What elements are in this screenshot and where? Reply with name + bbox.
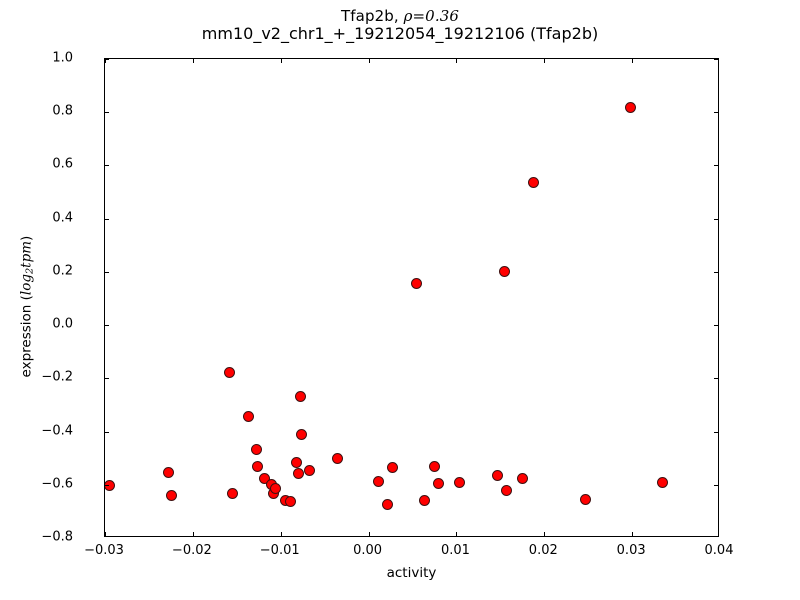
y-axis-tick xyxy=(105,484,109,486)
x-tick-label: 0.04 xyxy=(704,543,734,558)
y-axis-title-sub: 2 xyxy=(24,267,36,274)
y-axis-tick-right xyxy=(714,271,718,273)
x-axis-tick-top xyxy=(456,59,458,63)
x-axis-tick xyxy=(105,532,106,536)
scatter-point xyxy=(428,460,440,472)
scatter-point xyxy=(580,493,592,505)
scatter-point xyxy=(294,390,306,402)
x-axis-tick xyxy=(632,532,634,536)
y-tick-label: 0.0 xyxy=(52,316,73,332)
y-tick-label: 0.2 xyxy=(52,263,73,279)
plot-area xyxy=(104,58,719,537)
title-gene-name: Tfap2b, xyxy=(341,7,399,25)
chart-title-line1: Tfap2b, ρ=0.36 xyxy=(0,8,800,25)
scatter-point xyxy=(516,473,528,485)
x-tick-label: 0.01 xyxy=(440,543,470,558)
scatter-point xyxy=(304,464,316,476)
scatter-point xyxy=(528,176,540,188)
scatter-point xyxy=(624,101,636,113)
y-axis-tick xyxy=(105,325,109,327)
y-axis-tick-right xyxy=(714,378,718,380)
scatter-point xyxy=(251,444,263,456)
scatter-point xyxy=(657,477,669,489)
scatter-point xyxy=(105,479,115,491)
x-axis-tick-top xyxy=(368,59,370,63)
scatter-point xyxy=(296,428,308,440)
y-axis-title-suffix: ) xyxy=(18,235,35,241)
data-points-layer xyxy=(105,59,718,536)
x-axis-tick xyxy=(192,532,194,536)
x-axis-tick-top xyxy=(192,59,194,63)
scatter-point xyxy=(269,482,281,494)
y-axis-title-log: log xyxy=(18,274,35,296)
y-axis-title-prefix: expression ( xyxy=(18,295,35,378)
scatter-point xyxy=(291,457,303,469)
scatter-point xyxy=(284,495,296,507)
x-axis-tick xyxy=(456,532,458,536)
y-axis-tick xyxy=(105,59,109,60)
x-axis-tick-top xyxy=(632,59,634,63)
scatter-point xyxy=(258,472,270,484)
x-axis-tick-top xyxy=(544,59,546,63)
x-axis-tick xyxy=(280,532,282,536)
y-axis-title-tpm: tpm xyxy=(18,240,35,268)
y-axis-title: expression (log2tpm) xyxy=(18,207,35,407)
y-axis-tick-right xyxy=(714,112,718,114)
title-rho-value: =0.36 xyxy=(412,7,459,25)
x-axis-tick-top xyxy=(105,59,106,63)
y-tick-label: −0.4 xyxy=(41,423,73,439)
y-axis-tick xyxy=(105,112,109,114)
y-axis-tick-right xyxy=(714,59,718,60)
scatter-point xyxy=(292,467,304,479)
y-axis-tick-right xyxy=(714,325,718,327)
scatter-point xyxy=(162,466,174,478)
y-tick-label: 1.0 xyxy=(52,50,73,66)
y-axis-tick-right xyxy=(714,165,718,167)
y-tick-label: −0.6 xyxy=(41,476,73,492)
title-rho-symbol: ρ xyxy=(403,7,413,25)
x-axis-tick xyxy=(368,532,370,536)
x-axis-title: activity xyxy=(386,565,437,581)
y-axis-tick-right xyxy=(714,431,718,433)
x-axis-tick-top xyxy=(280,59,282,63)
scatter-point xyxy=(372,476,384,488)
scatter-point xyxy=(492,469,504,481)
scatter-point xyxy=(332,452,344,464)
y-axis-tick-right xyxy=(714,218,718,220)
x-tick-label: 0.00 xyxy=(353,543,383,558)
scatter-point xyxy=(454,477,466,489)
scatter-point xyxy=(166,489,178,501)
x-tick-label: −0.01 xyxy=(259,543,300,558)
y-axis-tick xyxy=(105,378,109,380)
x-axis-tick xyxy=(544,532,546,536)
chart-title-line2: mm10_v2_chr1_+_19212054_19212106 (Tfap2b… xyxy=(201,23,599,43)
x-tick-label: 0.03 xyxy=(616,543,646,558)
scatter-point xyxy=(419,495,431,507)
scatter-point xyxy=(433,477,445,489)
scatter-point xyxy=(242,410,254,422)
x-tick-label: 0.02 xyxy=(528,543,558,558)
y-tick-label: 0.6 xyxy=(52,156,73,172)
y-axis-tick xyxy=(105,431,109,433)
y-axis-tick-right xyxy=(714,484,718,486)
y-tick-label: −0.2 xyxy=(41,369,73,385)
scatter-point xyxy=(381,499,393,511)
scatter-point xyxy=(224,366,236,378)
scatter-point xyxy=(499,266,511,278)
y-axis-tick xyxy=(105,271,109,273)
y-tick-label: 0.8 xyxy=(52,103,73,119)
y-axis-tick xyxy=(105,165,109,167)
scatter-point xyxy=(411,278,423,290)
scatter-point xyxy=(252,460,264,472)
scatter-point xyxy=(386,461,398,473)
scatter-point xyxy=(501,485,512,497)
chart-title-block: Tfap2b, ρ=0.36 mm10_v2_chr1_+_19212054_1… xyxy=(0,8,800,43)
y-tick-label: −0.8 xyxy=(41,529,73,545)
y-tick-label: 0.4 xyxy=(52,210,73,226)
scatter-point xyxy=(226,488,238,500)
x-tick-label: −0.03 xyxy=(84,543,124,558)
x-tick-label: −0.02 xyxy=(171,543,212,558)
y-axis-tick xyxy=(105,218,109,220)
